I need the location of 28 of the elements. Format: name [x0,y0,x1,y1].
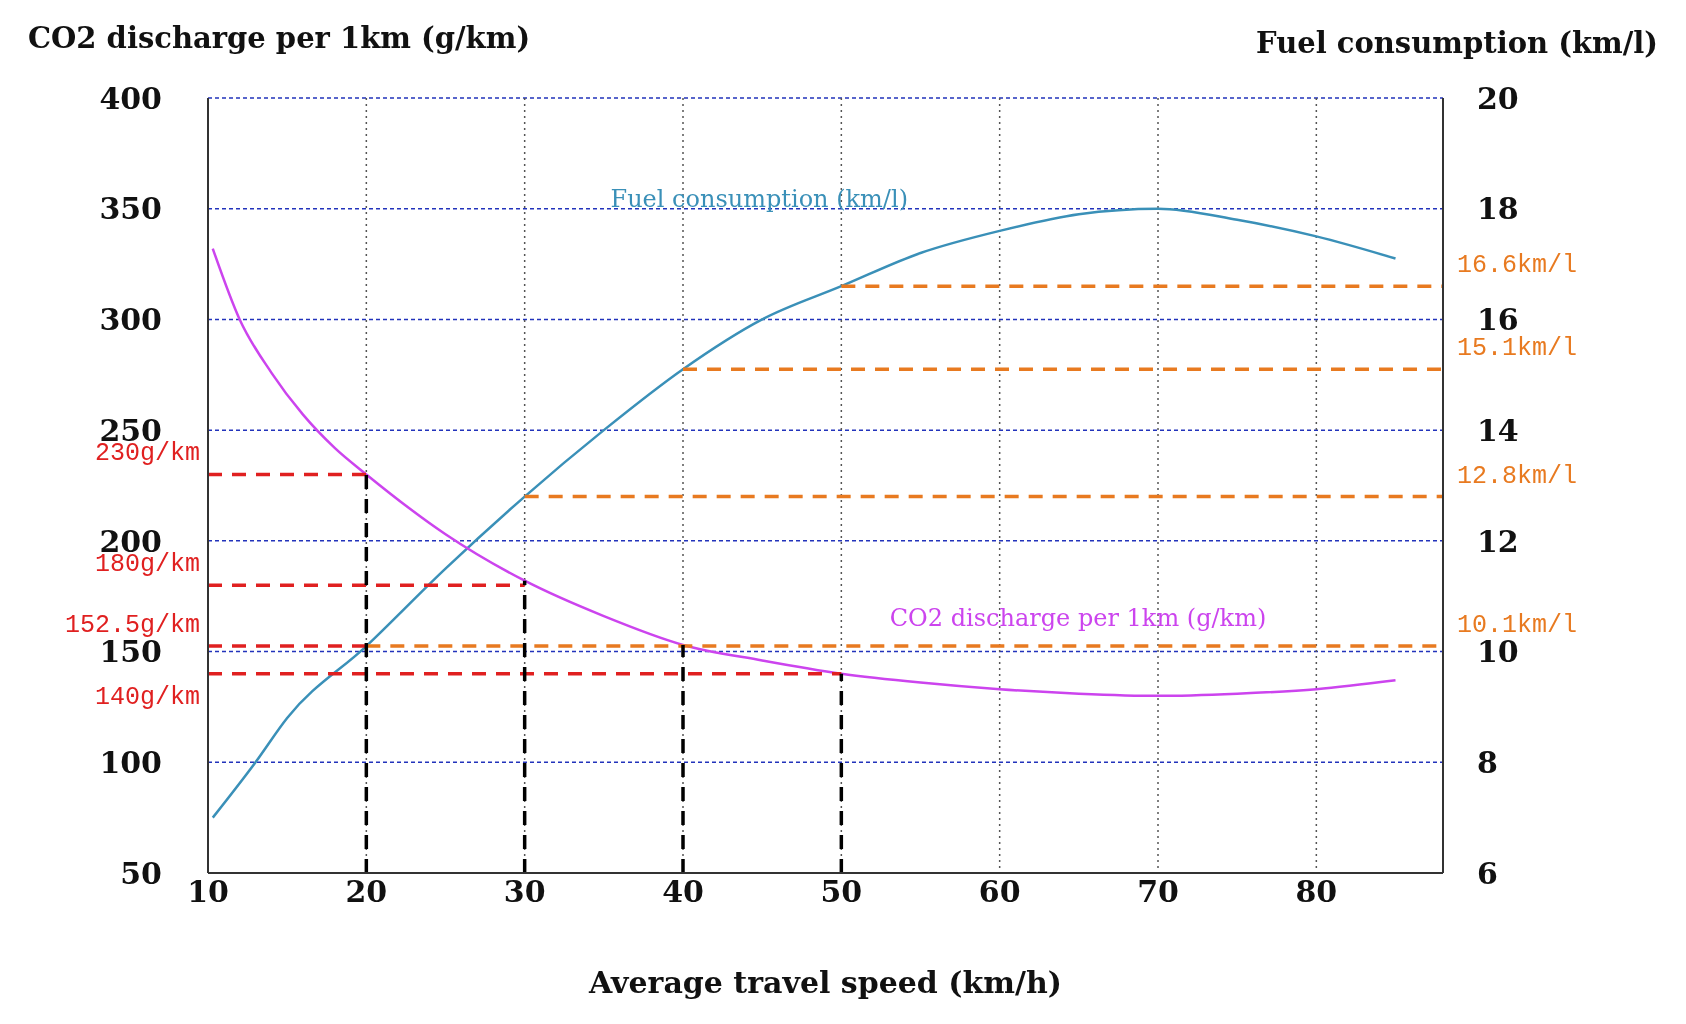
y-tick-label: 300 [99,302,162,338]
y-tick-label: 350 [99,191,162,227]
data-label: 152.5g/km [64,611,200,641]
x-tick-label: 20 [345,874,388,910]
data-label: 12.8km/l [1457,461,1578,491]
y2-tick-label: 6 [1477,855,1498,891]
x-tick-label: 10 [187,874,229,910]
x-tick-label: 80 [1295,874,1338,910]
data-label: 16.6km/l [1457,251,1578,281]
x-tick-label: 30 [503,874,546,910]
y-tick-label: 400 [99,80,162,116]
data-label: 140g/km [94,682,200,712]
y2-tick-label: 12 [1477,523,1519,559]
x-tick-label: 60 [978,874,1021,910]
y2-tick-label: 18 [1477,191,1519,227]
y2-tick-label: 8 [1477,744,1498,780]
x-tick-label: 50 [820,874,863,910]
y-tick-label: 100 [99,744,162,780]
line-series [211,247,1397,698]
y2-tick-label: 20 [1477,80,1519,116]
x-tick-label: 70 [1137,874,1179,910]
series-label: Fuel consumption (km/l) [610,184,908,213]
y2-axis-title: Fuel consumption (km/l) [1256,26,1658,60]
x-tick-label: 40 [662,874,704,910]
y2-tick-label: 14 [1477,412,1519,448]
x-axis-title: Average travel speed (km/h) [588,965,1062,1000]
series-label: CO2 discharge per 1km (g/km) [889,603,1267,632]
y-axis-title: CO2 discharge per 1km (g/km) [28,21,531,55]
